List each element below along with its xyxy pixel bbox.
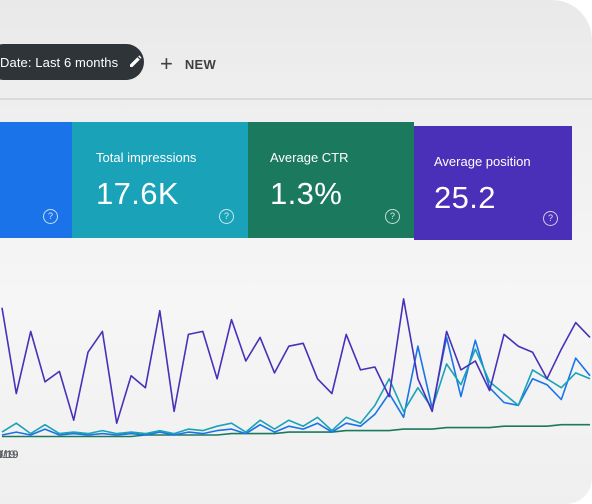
metric-card-impressions[interactable]: Total impressions 17.6K ?: [72, 122, 248, 238]
date-filter-label: Date: Last 6 months: [0, 54, 119, 70]
help-icon[interactable]: ?: [219, 209, 234, 224]
series-line-0: [1, 298, 591, 424]
x-tick-label: 4/7/19: [0, 449, 15, 461]
performance-line-chart: 3/10/193/24/194/7/194/21/195/5/195/19/19: [0, 298, 591, 461]
x-tick-label: 3/10/19: [0, 449, 18, 461]
metric-card-clicks[interactable]: ?: [0, 122, 72, 238]
x-tick-label: 5/19/19: [0, 449, 18, 461]
plus-icon: +: [160, 51, 173, 76]
x-tick-label: 3/24/19: [0, 449, 18, 461]
x-tick-label: 5/5/19: [0, 449, 15, 461]
metric-title: Average CTR: [270, 150, 349, 165]
help-icon[interactable]: ?: [543, 211, 558, 226]
metric-card-position[interactable]: Average position 25.2 ?: [414, 126, 572, 240]
metric-value: 1.3%: [270, 176, 343, 211]
toolbar-divider: [0, 98, 592, 100]
series-layer: [1, 298, 591, 438]
series-line-2: [1, 336, 591, 436]
new-filter-button[interactable]: + NEW: [160, 52, 216, 76]
date-filter-chip[interactable]: Date: Last 6 months: [0, 44, 144, 80]
metric-title: Total impressions: [96, 150, 197, 165]
help-icon[interactable]: ?: [43, 209, 58, 224]
metric-value: 25.2: [434, 180, 496, 215]
x-tick-label: 4/21/19: [0, 449, 18, 461]
metric-title: Average position: [434, 154, 531, 169]
pencil-icon[interactable]: [127, 54, 143, 70]
x-axis-ticks: 3/10/193/24/194/7/194/21/195/5/195/19/19: [0, 449, 18, 461]
help-icon[interactable]: ?: [385, 209, 400, 224]
new-label: NEW: [184, 56, 217, 72]
metric-value: 17.6K: [96, 176, 180, 211]
series-line-3: [2, 423, 590, 438]
metric-card-ctr[interactable]: Average CTR 1.3% ?: [248, 122, 414, 238]
series-line-1: [1, 348, 591, 435]
